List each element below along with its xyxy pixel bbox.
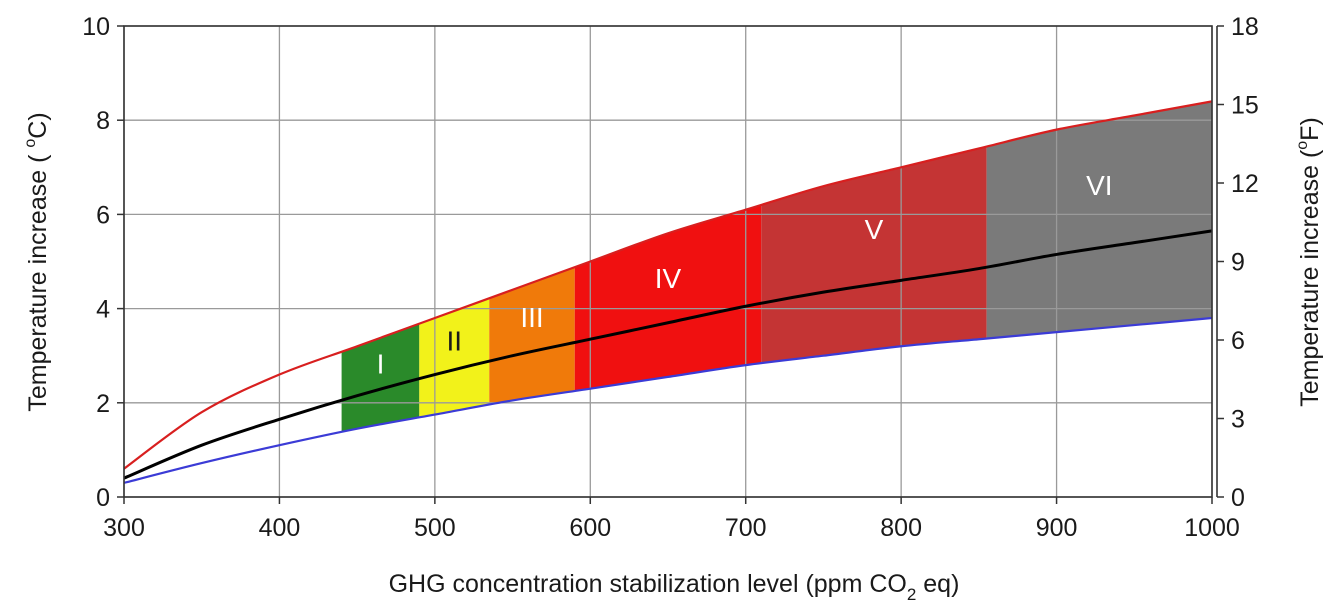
upper-bound-line	[123, 100, 1213, 470]
lower-bound-line	[123, 316, 1213, 484]
band-label-iii: III	[520, 302, 543, 333]
y-right-tick-label: 0	[1231, 484, 1245, 512]
x-axis-title: GHG concentration stabilization level (p…	[389, 570, 960, 603]
band-label-i: I	[377, 349, 385, 380]
axes-layer: 300 400 500 600 700 800 900 1000024681003691215…	[82, 13, 1259, 542]
x-tick-label: 800	[880, 514, 922, 542]
x-axis-title-subscript: 2	[907, 585, 916, 603]
x-tick-label: 500	[414, 514, 456, 542]
x-axis-title-tail: eq)	[916, 570, 959, 598]
band-label-vi: VI	[1086, 170, 1112, 201]
y-axis-left-title-main: Temperature increase (	[24, 148, 52, 412]
y-axis-right-title-tail: F)	[1296, 117, 1324, 141]
y-left-tick-label: 6	[96, 201, 110, 229]
band-i	[341, 323, 420, 432]
x-tick-label: 900	[1036, 514, 1078, 542]
band-label-v: V	[865, 214, 884, 245]
x-tick-label: 600	[569, 514, 611, 542]
y-right-tick-label: 6	[1231, 327, 1245, 355]
y-left-tick-label: 0	[96, 484, 110, 512]
x-tick-label: 400	[259, 514, 301, 542]
bands-layer	[341, 101, 1212, 432]
band-label-iv: IV	[655, 263, 682, 294]
series-layer	[123, 100, 1213, 484]
y-axis-right-title: Temperature increase (oF)	[1294, 117, 1324, 407]
best-estimate-line	[123, 229, 1213, 480]
x-tick-label: 300	[103, 514, 145, 542]
band-label-ii: II	[447, 325, 463, 356]
band-vi	[986, 101, 1212, 339]
band-iii	[489, 267, 575, 405]
y-axis-right-title-main: Temperature increase (	[1296, 149, 1324, 407]
y-right-tick-label: 12	[1231, 170, 1259, 198]
x-tick-label: 700	[725, 514, 767, 542]
band-v	[761, 146, 987, 364]
y-left-tick-label: 10	[82, 13, 110, 41]
y-right-tick-label: 18	[1231, 13, 1259, 41]
y-left-tick-label: 4	[96, 296, 110, 324]
y-axis-right-title-superscript: o	[1294, 141, 1311, 150]
plot-frame	[123, 25, 1213, 498]
y-left-tick-label: 2	[96, 390, 110, 418]
y-right-tick-label: 9	[1231, 249, 1245, 277]
band-iv	[574, 204, 762, 392]
band-ii	[419, 298, 490, 418]
y-axis-left-title-tail: C)	[24, 112, 52, 138]
y-axis-left-title-superscript: o	[22, 139, 39, 148]
y-axis-left-title: Temperature increase ( oC)	[22, 112, 52, 411]
y-right-tick-label: 15	[1231, 92, 1259, 120]
x-tick-label: 1000	[1184, 514, 1240, 542]
x-axis-title-main: GHG concentration stabilization level (p…	[389, 570, 907, 598]
y-left-tick-label: 8	[96, 107, 110, 135]
y-right-tick-label: 3	[1231, 406, 1245, 434]
